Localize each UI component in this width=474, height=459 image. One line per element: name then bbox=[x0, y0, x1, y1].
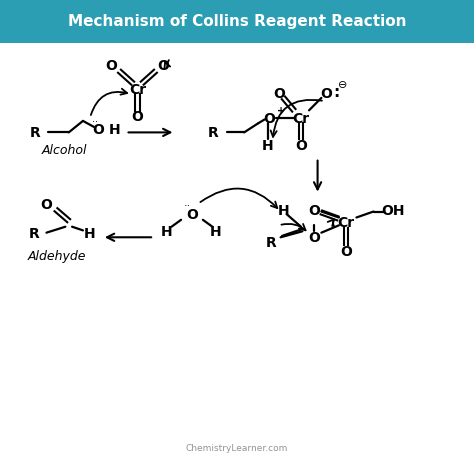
Text: O: O bbox=[308, 203, 320, 217]
Text: O: O bbox=[131, 110, 144, 124]
Text: R: R bbox=[29, 226, 39, 240]
Text: Cr: Cr bbox=[129, 83, 146, 96]
Text: O: O bbox=[340, 245, 352, 258]
Text: O: O bbox=[295, 139, 307, 153]
Text: O: O bbox=[308, 231, 320, 245]
Text: :: : bbox=[333, 85, 340, 100]
Text: O: O bbox=[186, 208, 198, 222]
Text: ··: ·· bbox=[183, 201, 191, 211]
Text: ··: ·· bbox=[92, 117, 98, 127]
Text: OH: OH bbox=[382, 203, 405, 217]
Text: O: O bbox=[92, 123, 105, 136]
Text: R: R bbox=[30, 126, 41, 140]
Text: O: O bbox=[157, 59, 170, 73]
Text: H: H bbox=[161, 225, 173, 239]
Text: Cr: Cr bbox=[337, 216, 355, 230]
Text: H: H bbox=[210, 225, 221, 239]
Text: Aldehyde: Aldehyde bbox=[27, 250, 86, 263]
Text: Mechanism of Collins Reagent Reaction: Mechanism of Collins Reagent Reaction bbox=[68, 14, 406, 29]
Text: O: O bbox=[273, 87, 285, 101]
Text: R: R bbox=[266, 235, 276, 249]
Text: +: + bbox=[276, 106, 285, 116]
Text: O: O bbox=[263, 112, 275, 125]
Text: H: H bbox=[83, 226, 95, 240]
Text: H: H bbox=[278, 203, 289, 217]
Text: Cr: Cr bbox=[292, 112, 310, 125]
Text: O: O bbox=[320, 87, 332, 101]
Text: O: O bbox=[40, 197, 53, 211]
Text: ⊖: ⊖ bbox=[337, 80, 347, 90]
Text: H: H bbox=[109, 123, 120, 136]
Text: R: R bbox=[208, 126, 219, 140]
Text: O: O bbox=[105, 59, 118, 73]
FancyBboxPatch shape bbox=[0, 0, 474, 44]
Text: Alcohol: Alcohol bbox=[41, 144, 87, 157]
Text: H: H bbox=[262, 139, 273, 153]
Text: ChemistryLearner.com: ChemistryLearner.com bbox=[186, 443, 288, 452]
